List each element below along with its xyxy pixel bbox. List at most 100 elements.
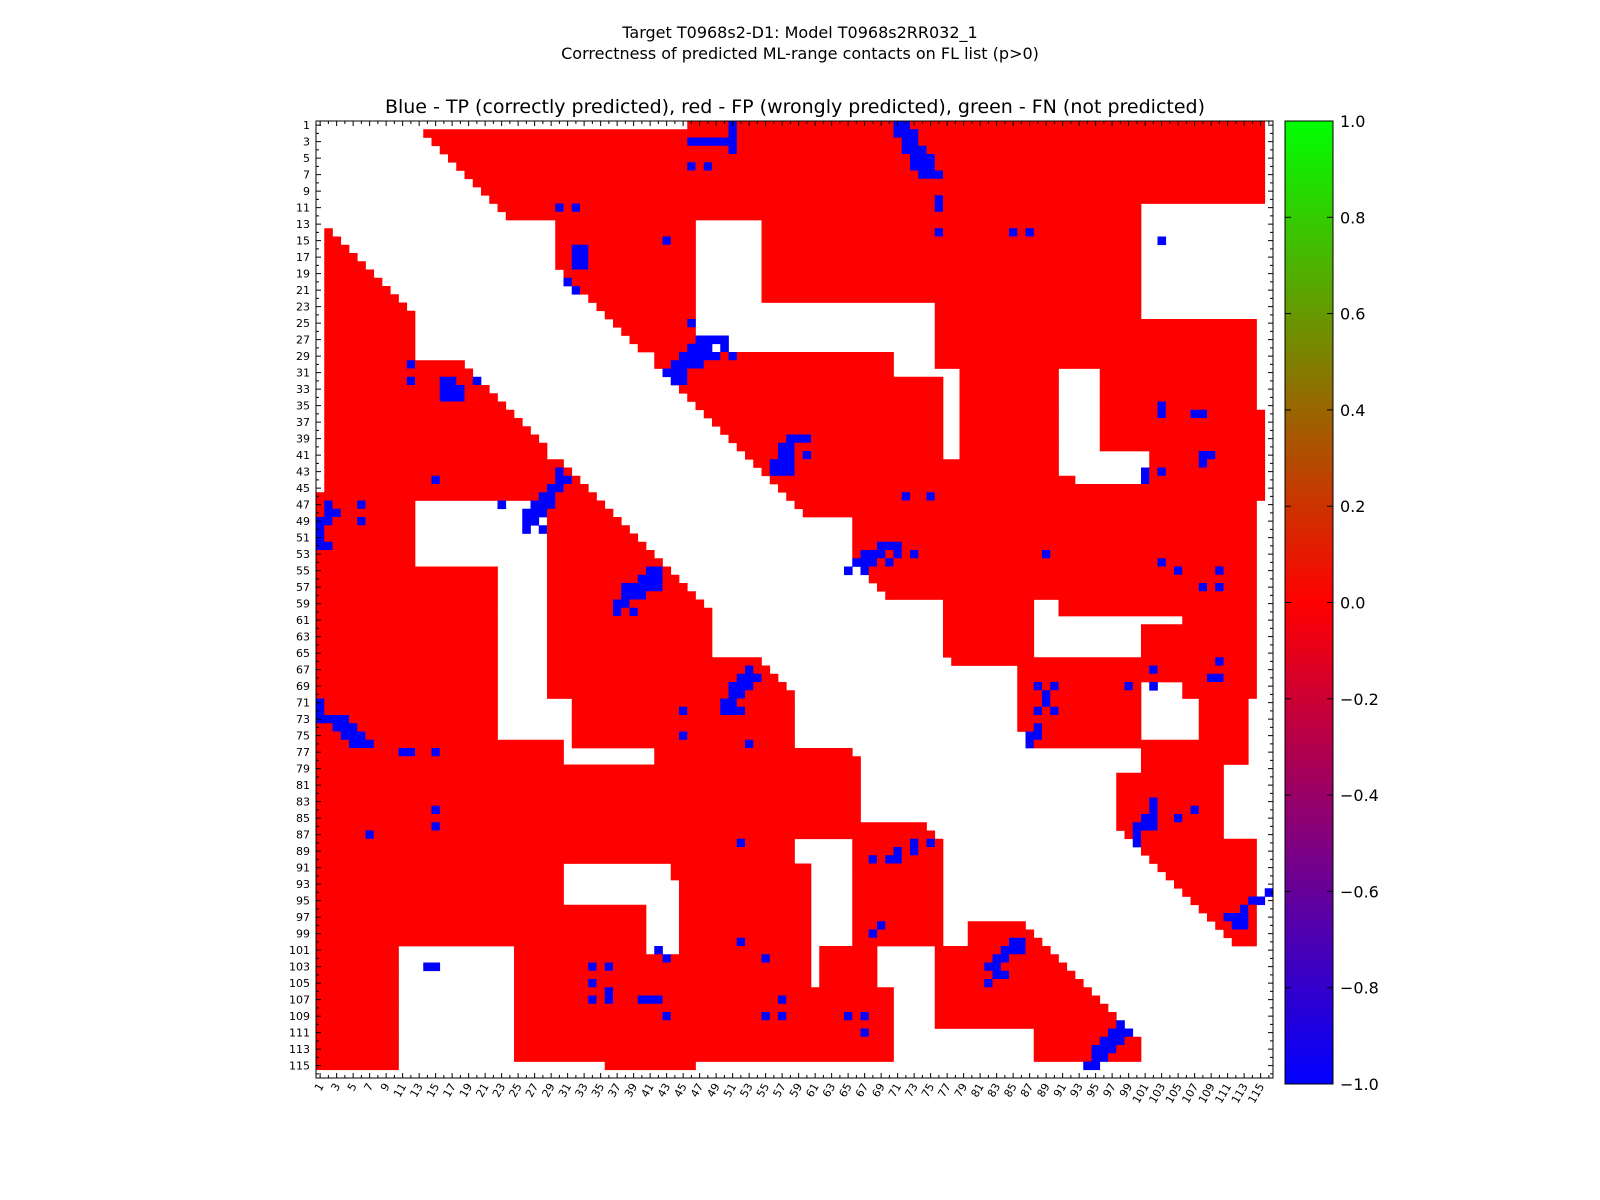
tp-cell <box>646 566 655 576</box>
fp-cell <box>1141 170 1150 180</box>
fp-cell <box>332 525 342 534</box>
tp-cell <box>679 368 688 378</box>
fp-cell <box>885 187 894 196</box>
fp-cell <box>1116 203 1125 213</box>
fp-cell <box>736 393 746 402</box>
fp-cell <box>1116 368 1125 378</box>
fp-cell <box>1091 203 1101 213</box>
fp-cell <box>992 137 1002 147</box>
fp-cell <box>637 244 647 254</box>
fp-cell <box>340 566 350 576</box>
fp-cell <box>1256 492 1266 501</box>
fp-cell <box>357 525 366 534</box>
fp-cell <box>1033 574 1043 584</box>
fp-cell <box>910 508 919 518</box>
fp-cell <box>1240 195 1249 204</box>
fp-cell <box>357 286 366 295</box>
fp-cell <box>1099 550 1109 559</box>
fp-cell <box>464 409 474 419</box>
fp-cell <box>910 211 919 221</box>
fp-cell <box>967 145 977 155</box>
fp-cell <box>654 236 663 246</box>
fp-cell <box>406 517 416 526</box>
fp-cell <box>1165 409 1175 419</box>
fp-cell <box>802 467 812 477</box>
fp-cell <box>505 162 515 171</box>
fp-cell <box>481 401 490 411</box>
fp-cell <box>398 360 408 369</box>
fp-cell <box>786 418 795 427</box>
fp-cell <box>654 335 663 345</box>
fp-cell <box>1091 492 1101 501</box>
fp-cell <box>1223 558 1233 567</box>
fp-cell <box>1141 492 1150 501</box>
fp-cell <box>1042 170 1051 180</box>
fp-cell <box>497 178 507 188</box>
fp-cell <box>860 451 870 460</box>
fp-cell <box>662 253 672 262</box>
fp-cell <box>1050 541 1059 551</box>
fp-cell <box>547 129 556 138</box>
fp-cell <box>382 599 391 609</box>
fp-cell <box>753 385 762 394</box>
fp-cell <box>1231 574 1241 584</box>
fp-cell <box>1165 492 1175 501</box>
fp-cell <box>423 360 432 369</box>
fp-cell <box>1099 418 1109 427</box>
fp-cell <box>967 401 977 411</box>
fp-cell <box>1190 632 1200 642</box>
fp-cell <box>1149 434 1158 444</box>
fp-cell <box>646 558 655 567</box>
fp-cell <box>1207 508 1216 518</box>
fp-cell <box>860 426 870 435</box>
fp-cell <box>580 525 589 534</box>
fp-cell <box>761 286 771 295</box>
fp-cell <box>357 368 366 378</box>
fp-cell <box>662 360 672 369</box>
fp-cell <box>390 393 399 402</box>
fp-cell <box>679 187 688 196</box>
fp-cell <box>1149 517 1158 526</box>
fp-cell <box>1182 145 1191 155</box>
fp-cell <box>1248 327 1257 336</box>
fp-cell <box>910 541 919 551</box>
fp-cell <box>1108 385 1117 394</box>
fp-cell <box>1066 525 1076 534</box>
fp-cell <box>1025 269 1035 279</box>
fp-cell <box>959 574 969 584</box>
fp-cell <box>1207 517 1216 526</box>
fp-cell <box>596 525 606 534</box>
fp-cell <box>852 178 861 188</box>
fp-cell <box>819 162 828 171</box>
fp-cell <box>976 591 985 600</box>
fp-cell <box>406 467 416 477</box>
fp-cell <box>563 500 573 510</box>
fp-cell <box>827 211 837 221</box>
fp-cell <box>1215 574 1224 584</box>
fp-cell <box>852 426 861 435</box>
fp-cell <box>910 220 919 229</box>
fp-cell <box>373 649 383 658</box>
fp-cell <box>324 277 333 287</box>
fp-cell <box>629 566 639 576</box>
fp-cell <box>959 302 969 312</box>
fp-cell <box>357 649 366 658</box>
fp-cell <box>481 129 490 138</box>
fp-cell <box>984 343 993 353</box>
fp-cell <box>1042 343 1051 353</box>
fp-cell <box>456 566 465 576</box>
tp-cell <box>431 475 441 485</box>
fp-cell <box>1256 178 1266 188</box>
fp-cell <box>390 401 399 411</box>
fp-cell <box>967 228 977 237</box>
fp-cell <box>1149 137 1158 147</box>
fp-cell <box>349 484 358 493</box>
fp-cell <box>1066 475 1076 485</box>
fp-cell <box>885 244 894 254</box>
fp-cell <box>629 269 639 279</box>
fp-cell <box>1231 319 1241 328</box>
fp-cell <box>621 162 630 171</box>
fp-cell <box>1149 145 1158 155</box>
fp-cell <box>1215 401 1224 411</box>
tp-cell <box>695 137 705 147</box>
